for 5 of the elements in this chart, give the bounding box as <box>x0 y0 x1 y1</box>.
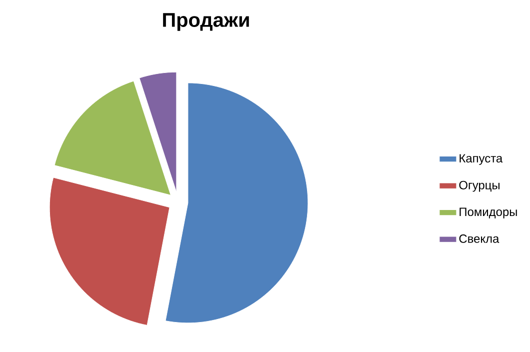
legend-label: Помидоры <box>460 208 517 218</box>
legend-label: Огурцы <box>459 180 500 192</box>
legend-label: Капуста <box>460 154 503 165</box>
legend-label: Свекла <box>459 234 500 243</box>
chart-title: Продажи <box>163 13 249 31</box>
